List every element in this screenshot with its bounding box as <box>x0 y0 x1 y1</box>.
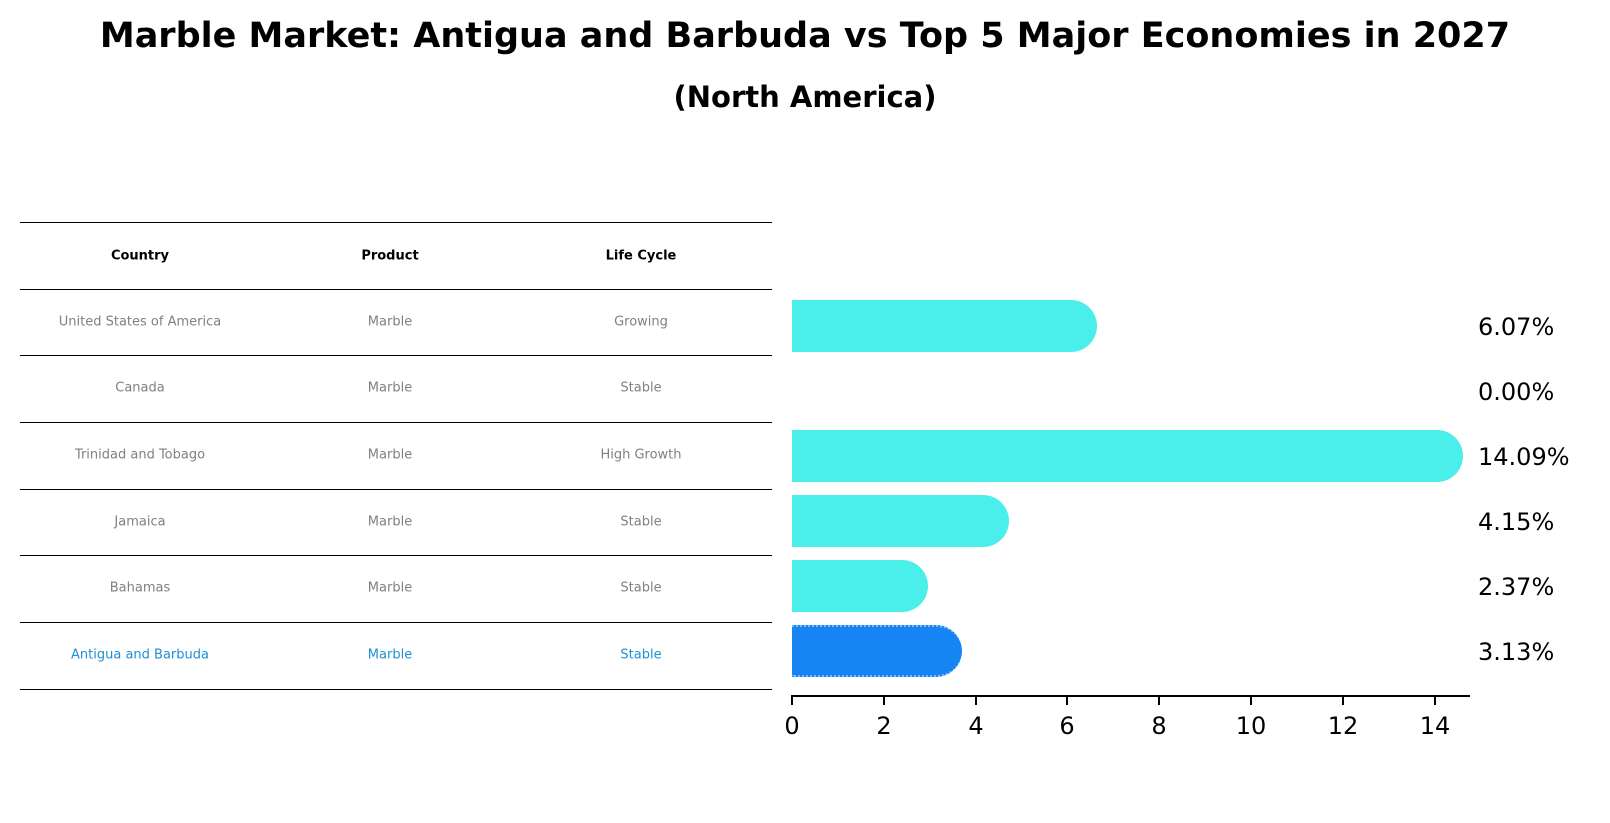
x-tick-label: 8 <box>1151 712 1167 740</box>
value-label: 0.00% <box>1478 378 1555 406</box>
x-tick-label: 12 <box>1327 712 1359 740</box>
cell-country: Bahamas <box>109 580 171 596</box>
table-divider <box>20 555 772 557</box>
cell-country: Antigua and Barbuda <box>71 647 209 663</box>
cell-life-cycle: Growing <box>614 314 668 330</box>
x-tick <box>1434 695 1436 705</box>
cell-life-cycle: Stable <box>620 647 662 663</box>
bar-united-states <box>792 300 1097 352</box>
x-tick <box>791 695 793 705</box>
cell-product: Marble <box>367 514 413 530</box>
value-label: 3.13% <box>1478 638 1555 666</box>
value-label: 2.37% <box>1478 573 1555 601</box>
table-divider <box>20 622 772 624</box>
x-tick <box>1066 695 1068 705</box>
cell-product: Marble <box>367 380 413 396</box>
table-divider <box>20 222 772 224</box>
cell-product: Marble <box>367 580 413 596</box>
x-axis-line <box>792 695 1470 697</box>
chart-subtitle: (North America) <box>673 80 937 114</box>
table-divider <box>20 689 772 691</box>
table-divider <box>20 489 772 491</box>
table-divider <box>20 289 772 291</box>
bar-bahamas <box>792 560 928 612</box>
cell-product: Marble <box>367 314 413 330</box>
x-tick <box>1250 695 1252 705</box>
cell-country: Jamaica <box>114 514 166 530</box>
table-divider <box>20 422 772 424</box>
cell-life-cycle: High Growth <box>600 447 682 463</box>
value-label: 4.15% <box>1478 508 1555 536</box>
header-life-cycle: Life Cycle <box>605 248 677 264</box>
x-tick-label: 4 <box>968 712 984 740</box>
x-tick <box>883 695 885 705</box>
x-tick-label: 6 <box>1059 712 1075 740</box>
cell-life-cycle: Stable <box>620 514 662 530</box>
cell-product: Marble <box>367 447 413 463</box>
cell-product: Marble <box>367 647 413 663</box>
cell-life-cycle: Stable <box>620 380 662 396</box>
bar-jamaica <box>792 495 1009 547</box>
header-country: Country <box>110 248 170 264</box>
cell-country: Trinidad and Tobago <box>74 447 206 463</box>
x-tick-label: 0 <box>784 712 800 740</box>
x-tick <box>1342 695 1344 705</box>
x-tick <box>1158 695 1160 705</box>
value-label: 14.09% <box>1478 443 1570 471</box>
bar-trinidad-and-tobago <box>792 430 1463 482</box>
x-tick-label: 2 <box>876 712 892 740</box>
value-label: 6.07% <box>1478 313 1555 341</box>
x-tick-label: 14 <box>1419 712 1451 740</box>
chart-title: Marble Market: Antigua and Barbuda vs To… <box>99 16 1511 56</box>
x-tick <box>975 695 977 705</box>
bar-antigua-and-barbuda <box>792 625 962 677</box>
header-product: Product <box>361 248 419 264</box>
x-tick-label: 10 <box>1235 712 1267 740</box>
cell-country: Canada <box>115 380 165 396</box>
table-divider <box>20 355 772 357</box>
cell-country: United States of America <box>58 314 222 330</box>
cell-life-cycle: Stable <box>620 580 662 596</box>
